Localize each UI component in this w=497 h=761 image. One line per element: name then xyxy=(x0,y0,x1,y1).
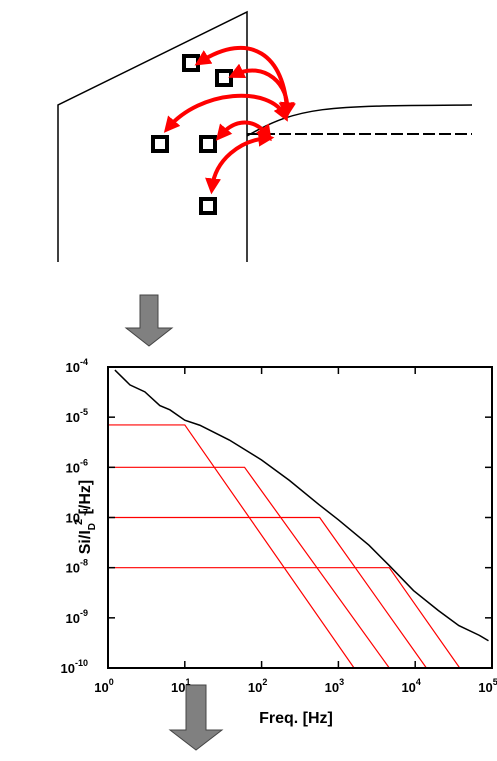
y-tick-label: 10-10 xyxy=(61,658,88,676)
flow-arrow xyxy=(168,684,224,751)
x-tick-label: 101 xyxy=(171,677,190,695)
y-tick-label: 10-6 xyxy=(66,457,88,475)
x-tick-label: 102 xyxy=(248,677,267,695)
tick-exponent: 4 xyxy=(416,677,421,687)
y-label-sup: 2 xyxy=(73,519,85,525)
y-tick-label: 10-4 xyxy=(66,357,88,375)
tick-base: 10 xyxy=(94,680,108,695)
device-diagram xyxy=(57,10,473,262)
tick-exponent: -6 xyxy=(80,457,88,467)
series-group xyxy=(108,369,489,668)
tick-base: 10 xyxy=(66,410,80,425)
tick-exponent: -10 xyxy=(75,658,88,668)
tick-base: 10 xyxy=(66,511,80,526)
tick-base: 10 xyxy=(248,680,262,695)
y-label-text: Si/I xyxy=(77,530,94,554)
tick-exponent: -5 xyxy=(80,407,88,417)
tick-base: 10 xyxy=(66,561,80,576)
series-line xyxy=(108,516,427,668)
trap xyxy=(151,135,169,153)
y-label-unit: [/Hz] xyxy=(77,480,94,519)
tick-exponent: 2 xyxy=(262,677,267,687)
tick-base: 10 xyxy=(325,680,339,695)
trap xyxy=(182,54,200,72)
x-tick-label: 104 xyxy=(401,677,420,695)
tick-exponent: -4 xyxy=(80,357,88,367)
flow-arrow xyxy=(124,294,174,347)
series-line xyxy=(108,466,390,668)
y-axis-label: Si/ID2 [/Hz] xyxy=(73,480,98,554)
x-axis-label: Freq. [Hz] xyxy=(259,710,333,727)
x-tick-label: 105 xyxy=(478,677,497,695)
tick-base: 10 xyxy=(66,611,80,626)
transition-arrow xyxy=(163,93,288,133)
tick-exponent: -8 xyxy=(80,558,88,568)
tick-base: 10 xyxy=(66,460,80,475)
tick-base: 10 xyxy=(171,680,185,695)
series-line xyxy=(114,369,489,642)
y-tick-label: 10-7 xyxy=(66,508,88,526)
plot: 100 101 102 103 104 10510-1010-910-810-710-61… xyxy=(61,357,497,695)
transition-arrow xyxy=(205,130,275,195)
tick-exponent: 0 xyxy=(109,677,114,687)
series-line xyxy=(108,567,461,668)
series-line xyxy=(108,424,355,668)
tick-exponent: 1 xyxy=(186,677,191,687)
y-tick-label: 10-9 xyxy=(66,608,88,626)
tick-exponent: -9 xyxy=(80,608,88,618)
y-tick-label: 10-5 xyxy=(66,407,88,425)
tick-base: 10 xyxy=(61,661,75,676)
trap xyxy=(215,69,233,87)
tick-base: 10 xyxy=(66,360,80,375)
tick-exponent: 3 xyxy=(339,677,344,687)
trap xyxy=(199,135,217,153)
transition-arrow xyxy=(215,120,272,142)
tick-exponent: 5 xyxy=(493,677,497,687)
tick-exponent: -7 xyxy=(80,508,88,518)
tick-base: 10 xyxy=(401,680,415,695)
y-tick-label: 10-8 xyxy=(66,558,88,576)
x-tick-label: 100 xyxy=(94,677,113,695)
y-label-sub: D xyxy=(87,523,98,530)
tick-base: 10 xyxy=(478,680,492,695)
x-tick-label: 103 xyxy=(325,677,344,695)
trap xyxy=(199,197,217,215)
